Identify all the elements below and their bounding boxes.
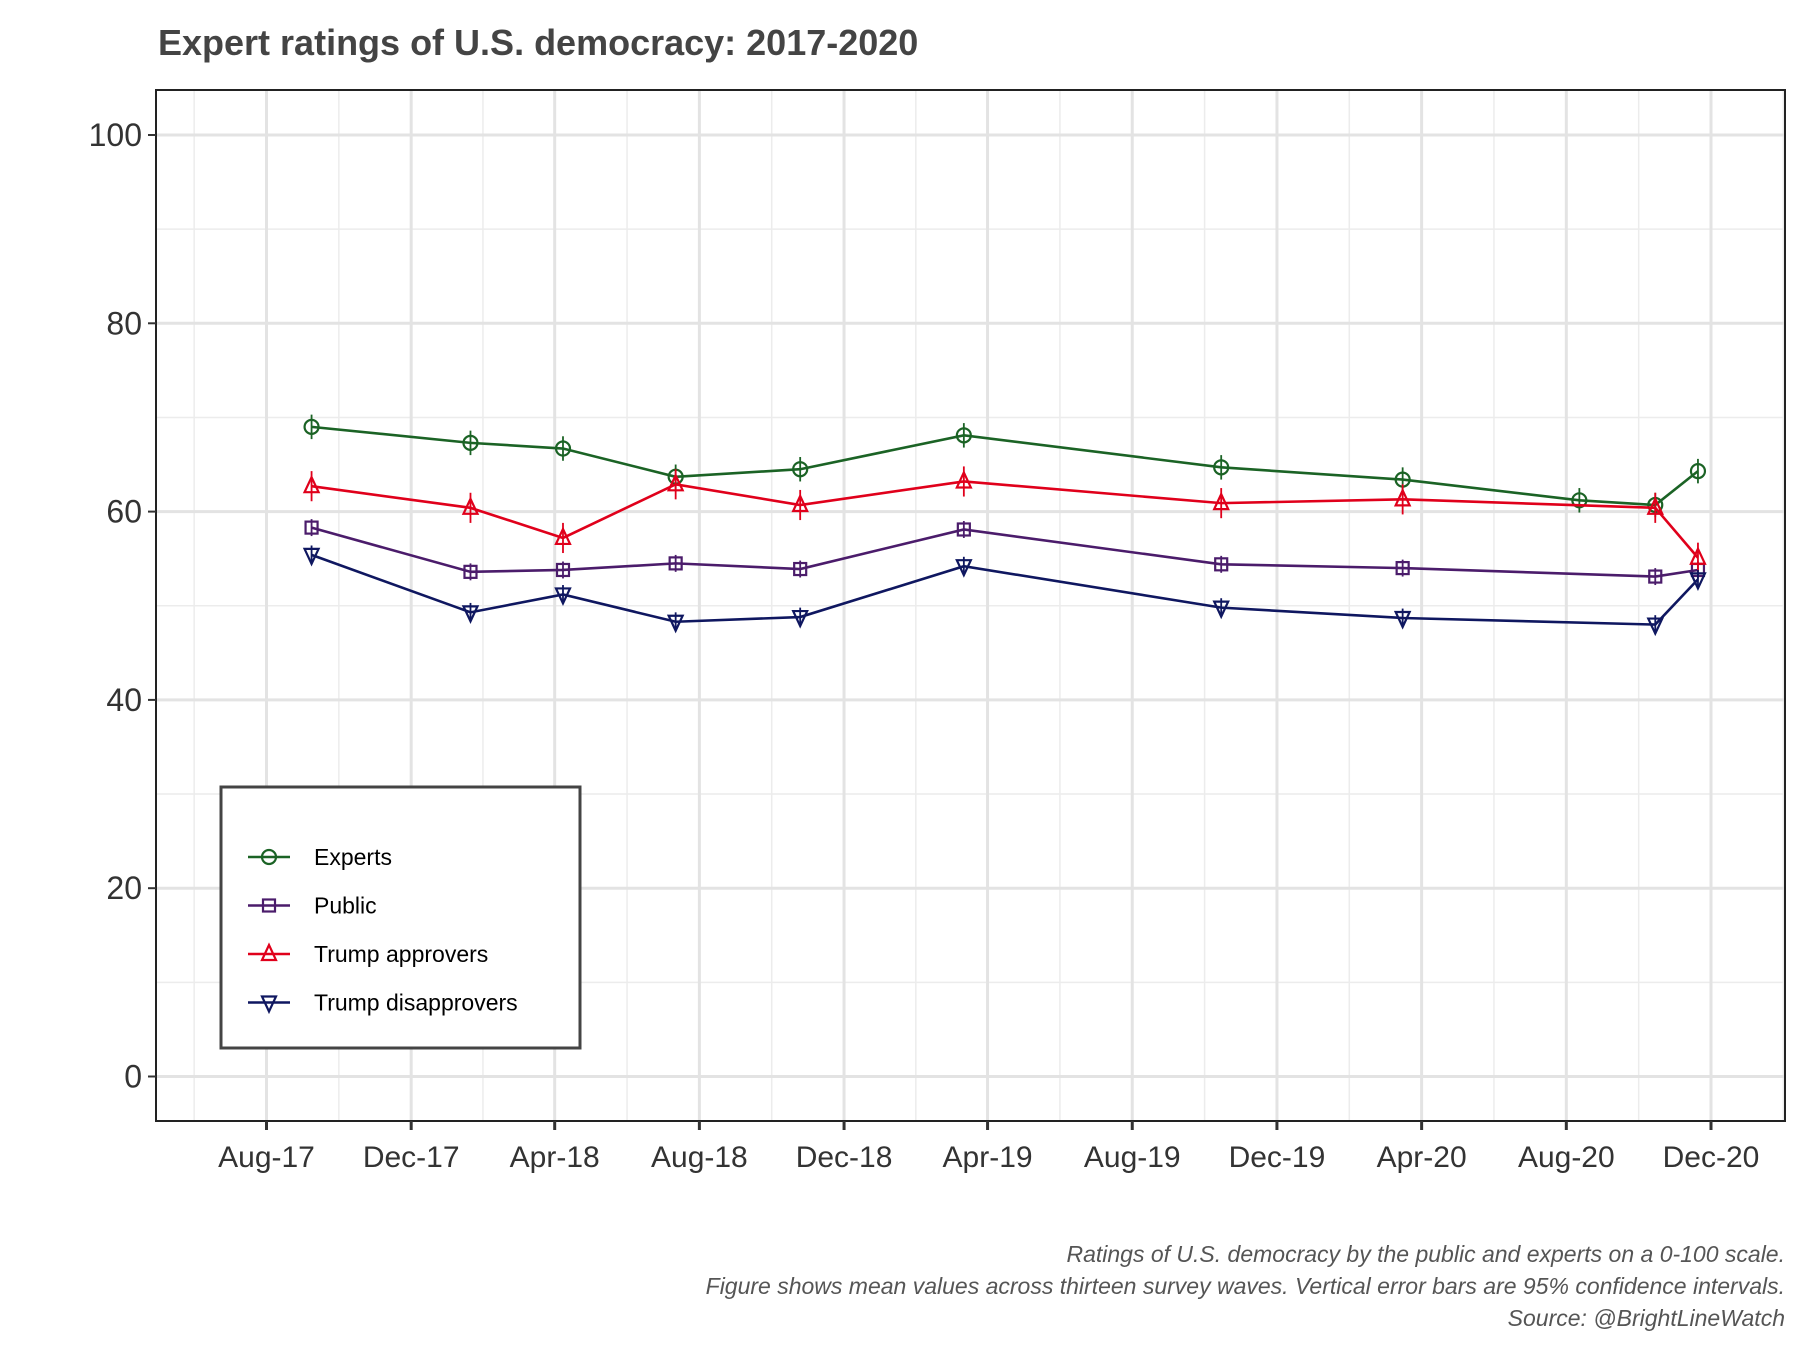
x-tick-label: Apr-20 [1377, 1141, 1467, 1174]
square-marker [261, 898, 277, 913]
caption: Ratings of U.S. democracy by the public … [706, 1241, 1785, 1331]
y-tick-label: 20 [106, 870, 142, 906]
triangle-up-marker [791, 493, 809, 513]
legend-box [219, 785, 582, 1050]
legend-label: Trump approvers [314, 941, 488, 967]
square-marker [304, 520, 319, 535]
legend-item: Experts [248, 844, 392, 870]
y-tick-label: 0 [124, 1059, 142, 1095]
legend-item: Trump approvers [248, 941, 488, 967]
triangle-up-marker [1689, 546, 1707, 565]
circle-marker [1213, 459, 1230, 476]
circle-marker [462, 434, 479, 451]
x-tick-label: Dec-20 [1663, 1141, 1760, 1174]
triangle-down-marker [1212, 600, 1230, 620]
series-line [311, 480, 1699, 559]
triangle-down-marker [1393, 610, 1412, 630]
caption-line-1: Ratings of U.S. democracy by the public … [1066, 1241, 1785, 1267]
square-marker [668, 556, 683, 571]
legend-label: Trump disapprovers [314, 990, 518, 1016]
circle-marker [1689, 463, 1707, 480]
x-tick-label: Apr-19 [943, 1141, 1033, 1174]
triangle-up-marker [955, 469, 973, 489]
circle-marker [955, 427, 972, 444]
series-line [311, 553, 1699, 626]
triangle-down-marker [791, 609, 809, 629]
triangle-down-marker [461, 605, 480, 624]
legend-label: Experts [314, 844, 392, 870]
x-tick-label: Aug-19 [1084, 1141, 1181, 1174]
x-tick-label: Dec-19 [1229, 1141, 1326, 1174]
square-marker [1648, 569, 1663, 584]
triangle-down-marker [1689, 572, 1707, 591]
triangle-down-marker [1646, 617, 1664, 637]
square-marker [463, 564, 478, 579]
series-line [311, 526, 1699, 578]
legend-item: Public [248, 893, 377, 919]
triangle-down-marker [260, 995, 278, 1015]
legend-item: Trump disapprovers [248, 990, 518, 1016]
triangle-down-marker [302, 547, 321, 567]
caption-line-2: Figure shows mean values across thirteen… [706, 1273, 1785, 1299]
triangle-up-marker [1212, 491, 1230, 511]
triangle-up-marker [1393, 487, 1412, 507]
y-tick-label: 80 [106, 305, 142, 341]
x-tick-label: Aug-20 [1518, 1141, 1615, 1174]
square-marker [793, 561, 808, 577]
chart-title: Expert ratings of U.S. democracy: 2017-2… [158, 22, 918, 63]
square-marker [1395, 560, 1410, 576]
circle-marker [554, 440, 572, 457]
x-tick-label: Apr-18 [510, 1141, 600, 1174]
series-experts [303, 414, 1707, 518]
series-line [311, 425, 1699, 507]
axes: 0 20 40 60 80 100 Aug-17 Dec-17 Apr-18 Aug-18 Dec-… [89, 117, 1760, 1174]
series-trump-disapprovers [302, 545, 1707, 637]
caption-line-3: Source: @BrightLineWatch [1508, 1305, 1785, 1331]
triangle-up-marker [260, 942, 278, 962]
triangle-up-marker [1646, 496, 1664, 515]
triangle-up-marker [554, 526, 572, 546]
square-marker [1214, 557, 1229, 572]
triangle-up-marker [666, 472, 685, 492]
x-tick-label: Aug-17 [218, 1141, 315, 1174]
legend: Experts Public Trump approvers Trump disapp… [219, 785, 582, 1050]
y-tick-label: 60 [106, 494, 142, 530]
triangle-down-marker [666, 614, 685, 634]
triangle-down-marker [955, 559, 973, 578]
y-tick-label: 100 [89, 117, 142, 153]
circle-marker [792, 461, 809, 478]
triangle-down-marker [554, 587, 572, 607]
x-tick-label: Dec-17 [363, 1141, 460, 1174]
triangle-up-marker [302, 474, 321, 494]
triangle-up-marker [461, 496, 480, 515]
series-group [302, 414, 1707, 637]
series-trump-approvers [302, 466, 1707, 573]
square-marker [956, 522, 971, 537]
legend-label: Public [314, 893, 377, 919]
y-tick-label: 40 [106, 682, 142, 718]
circle-marker [1571, 492, 1588, 509]
circle-marker [303, 418, 320, 435]
square-marker [555, 562, 571, 578]
circle-marker [260, 848, 278, 866]
plot-panel-border [155, 89, 1786, 1122]
x-tick-label: Aug-18 [651, 1141, 748, 1174]
x-tick-label: Dec-18 [796, 1141, 893, 1174]
